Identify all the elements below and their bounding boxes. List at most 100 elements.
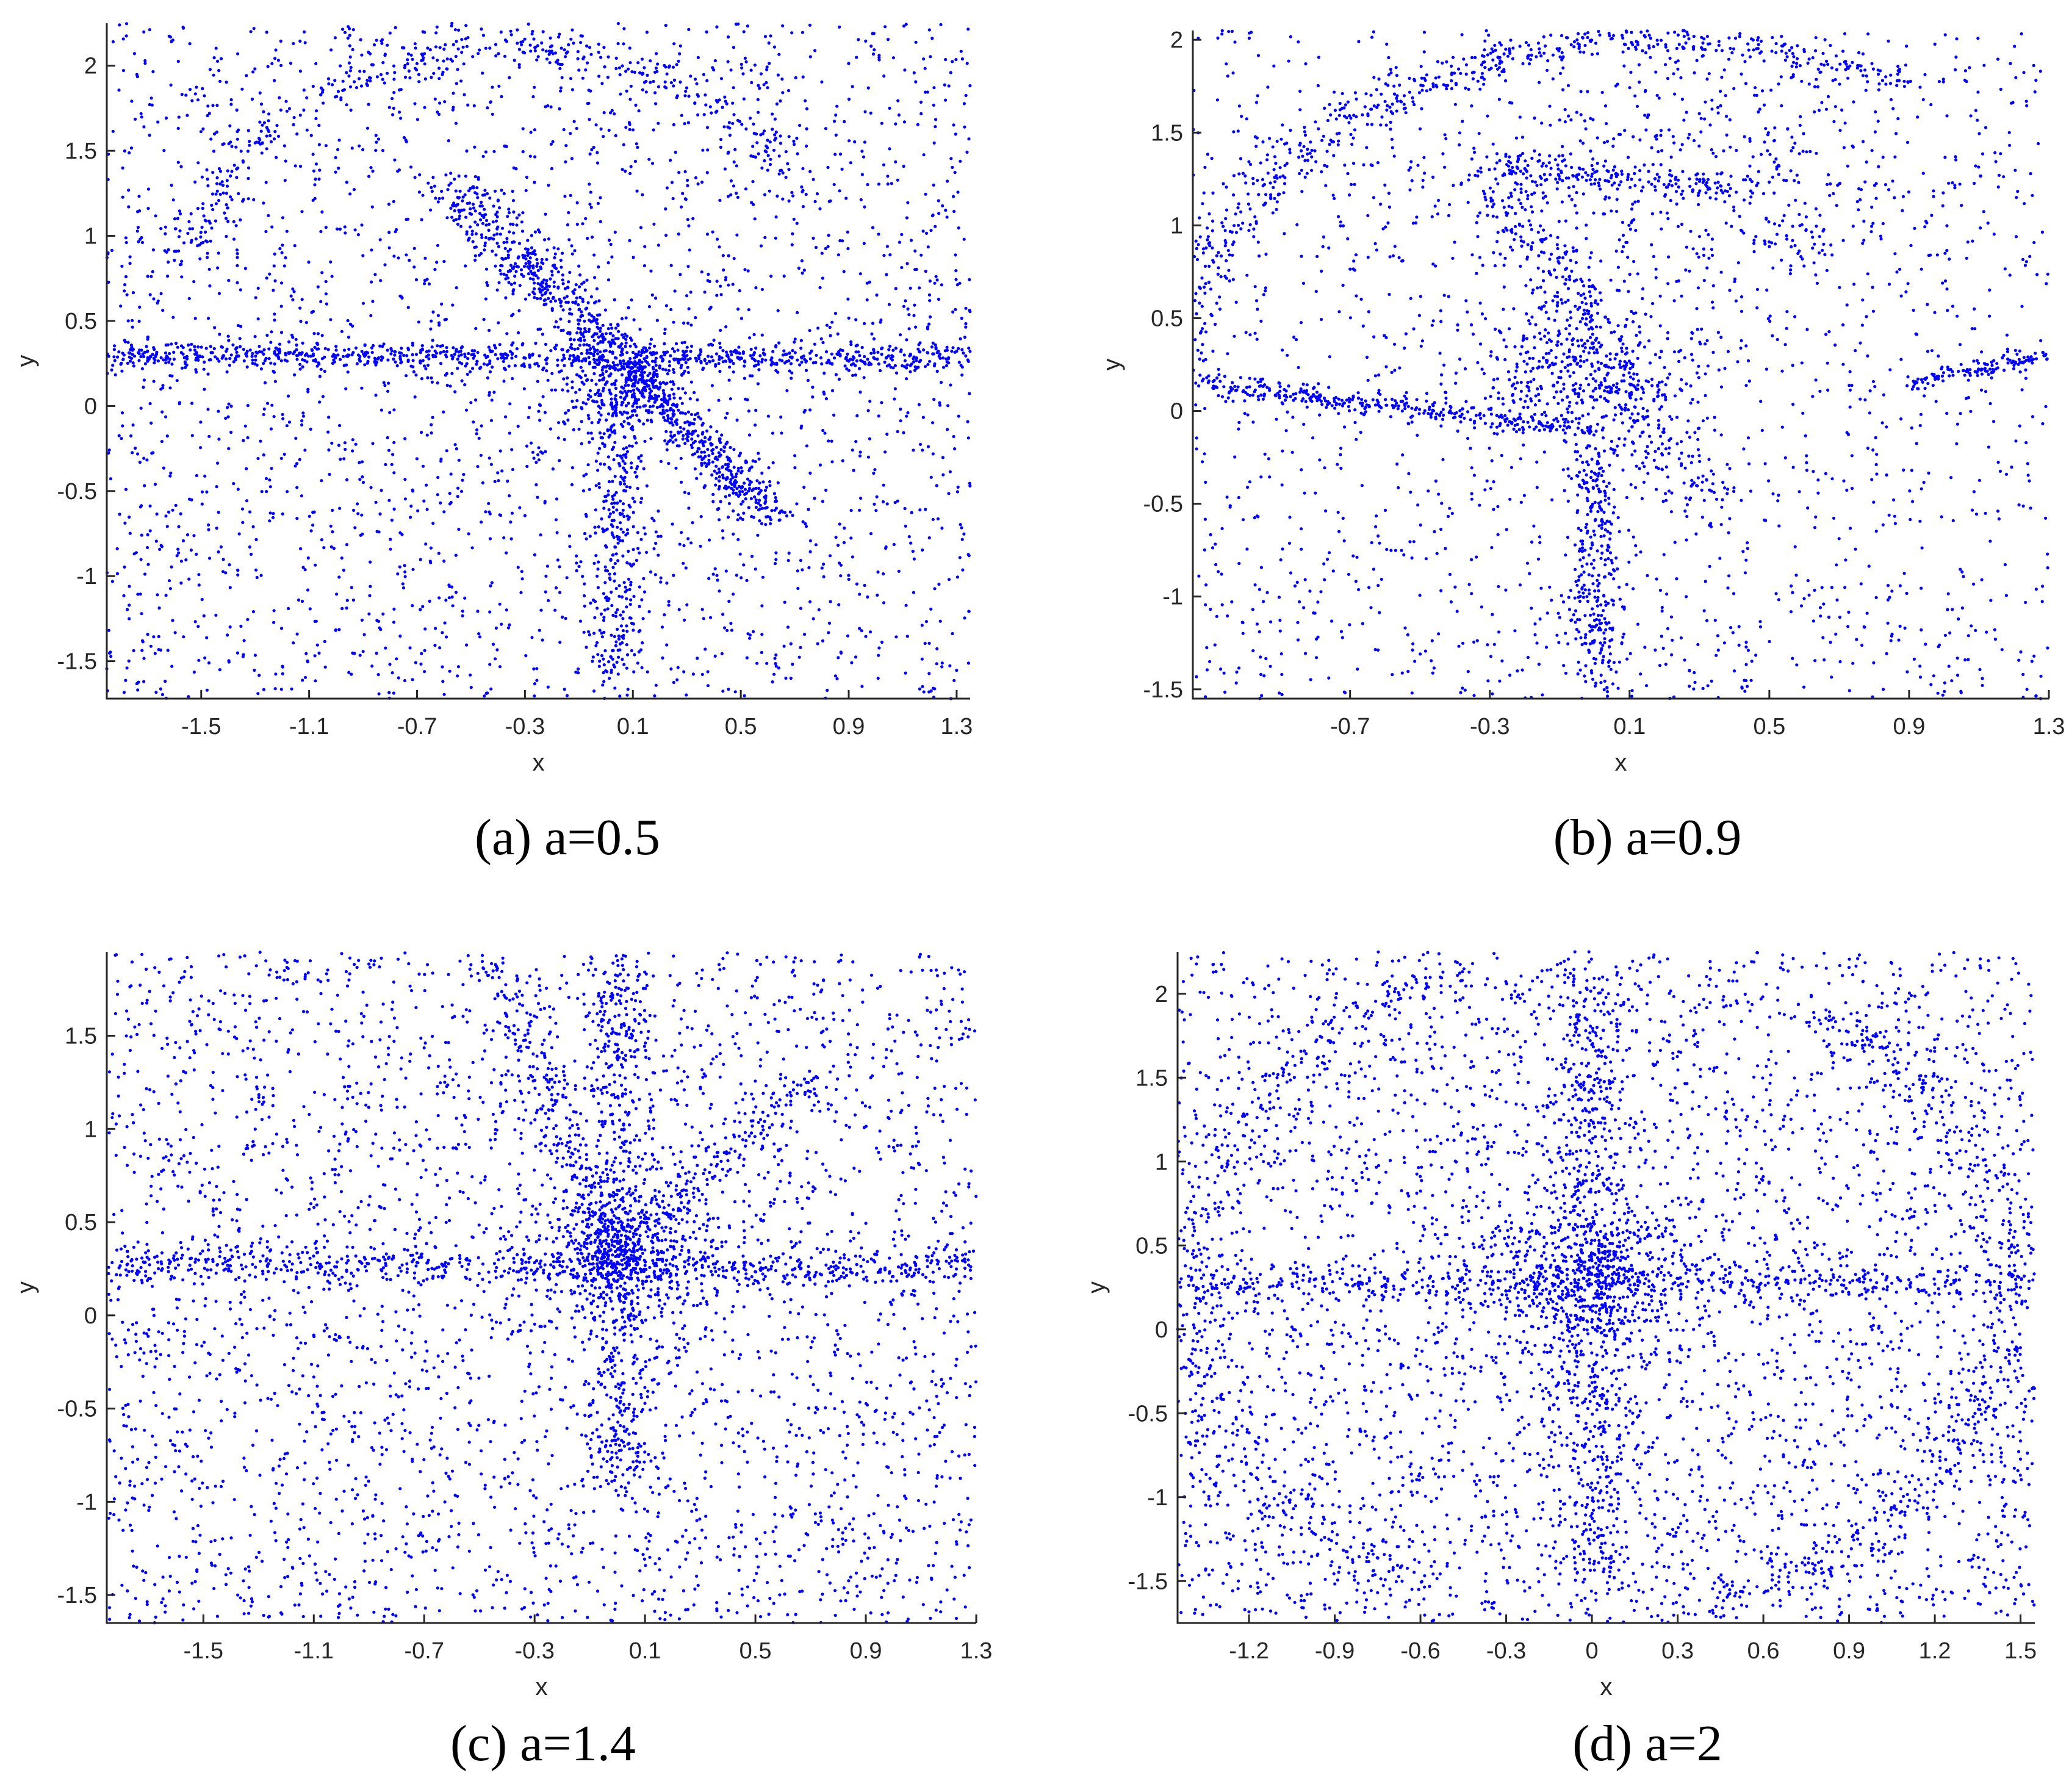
scatter-point <box>755 661 759 665</box>
scatter-point <box>550 167 554 170</box>
scatter-point <box>860 149 864 153</box>
scatter-point <box>489 687 493 691</box>
scatter-point <box>733 348 737 352</box>
scatter-point <box>560 329 563 333</box>
scatter-point <box>305 360 309 364</box>
scatter-point <box>774 558 778 561</box>
scatter-point <box>638 551 641 555</box>
scatter-point <box>593 616 597 620</box>
scatter-point <box>735 472 738 476</box>
scatter-point <box>814 245 818 250</box>
scatter-point <box>595 287 599 290</box>
scatter-point <box>234 145 238 149</box>
scatter-point <box>649 59 652 63</box>
scatter-point <box>909 541 913 545</box>
scatter-point <box>652 128 655 132</box>
scatter-point <box>541 262 545 265</box>
scatter-point <box>528 406 531 409</box>
scatter-point <box>492 344 497 347</box>
scatter-point <box>480 424 483 428</box>
scatter-point <box>653 400 657 404</box>
scatter-point <box>327 416 331 419</box>
scatter-point <box>761 348 765 351</box>
scatter-point <box>488 512 492 516</box>
scatter-point <box>508 494 511 498</box>
scatter-point <box>781 24 785 27</box>
scatter-point <box>375 140 378 144</box>
scatter-point <box>837 656 840 660</box>
scatter-point <box>314 117 318 120</box>
scatter-point <box>131 451 134 455</box>
scatter-point <box>957 347 960 350</box>
scatter-point <box>602 46 606 49</box>
scatter-point <box>571 300 575 304</box>
scatter-point <box>194 237 198 241</box>
scatter-point <box>189 240 193 244</box>
scatter-point <box>588 152 592 156</box>
scatter-point <box>245 467 248 470</box>
scatter-point <box>597 74 601 78</box>
scatter-point <box>685 693 688 697</box>
scatter-point <box>592 632 596 635</box>
scatter-point <box>771 461 775 465</box>
scatter-point <box>765 65 769 69</box>
scatter-point <box>694 176 698 179</box>
scatter-point <box>413 176 417 179</box>
scatter-point <box>193 92 197 96</box>
scatter-point <box>450 21 454 25</box>
scatter-point <box>527 416 530 419</box>
scatter-point <box>855 56 858 59</box>
scatter-point <box>760 166 764 170</box>
scatter-point <box>380 41 384 45</box>
scatter-point <box>266 65 270 68</box>
scatter-point <box>503 356 506 361</box>
scatter-point <box>262 362 265 365</box>
scatter-point <box>161 386 165 390</box>
scatter-point <box>885 433 889 436</box>
scatter-point <box>361 254 365 257</box>
scatter-point <box>260 151 264 155</box>
scatter-point <box>773 562 777 566</box>
scatter-point <box>883 361 887 364</box>
scatter-point <box>229 174 232 178</box>
scatter-point <box>821 340 825 345</box>
scatter-point <box>608 677 611 680</box>
scatter-point <box>699 472 703 476</box>
scatter-point <box>928 279 932 283</box>
scatter-point <box>491 220 495 224</box>
scatter-point <box>476 610 480 613</box>
scatter-point <box>614 134 617 137</box>
scatter-point <box>758 87 761 90</box>
scatter-point <box>180 275 184 279</box>
scatter-point <box>413 395 417 399</box>
scatter-point <box>367 355 371 359</box>
scatter-point <box>604 669 608 672</box>
scatter-point <box>167 360 171 364</box>
scatter-point <box>445 216 449 220</box>
scatter-point <box>558 298 561 301</box>
scatter-point <box>724 278 727 282</box>
scatter-point <box>675 358 678 361</box>
scatter-point <box>945 357 948 361</box>
scatter-point <box>185 357 189 361</box>
scatter-point <box>923 641 927 646</box>
scatter-point <box>724 99 727 103</box>
scatter-point <box>588 46 592 49</box>
scatter-point <box>630 461 633 465</box>
scatter-point <box>697 415 700 419</box>
scatter-point <box>570 466 575 470</box>
scatter-point <box>217 167 221 171</box>
scatter-point <box>642 66 646 70</box>
scatter-point <box>462 208 466 212</box>
scatter-point <box>187 220 191 223</box>
scatter-point <box>621 595 624 599</box>
scatter-point <box>747 483 751 487</box>
scatter-point <box>715 279 719 283</box>
scatter-point <box>774 496 777 500</box>
scatter-point <box>602 680 606 683</box>
scatter-point <box>263 359 267 362</box>
scatter-point <box>475 428 479 432</box>
scatter-point <box>776 370 780 374</box>
scatter-point <box>721 106 724 109</box>
scatter-point <box>412 265 416 269</box>
